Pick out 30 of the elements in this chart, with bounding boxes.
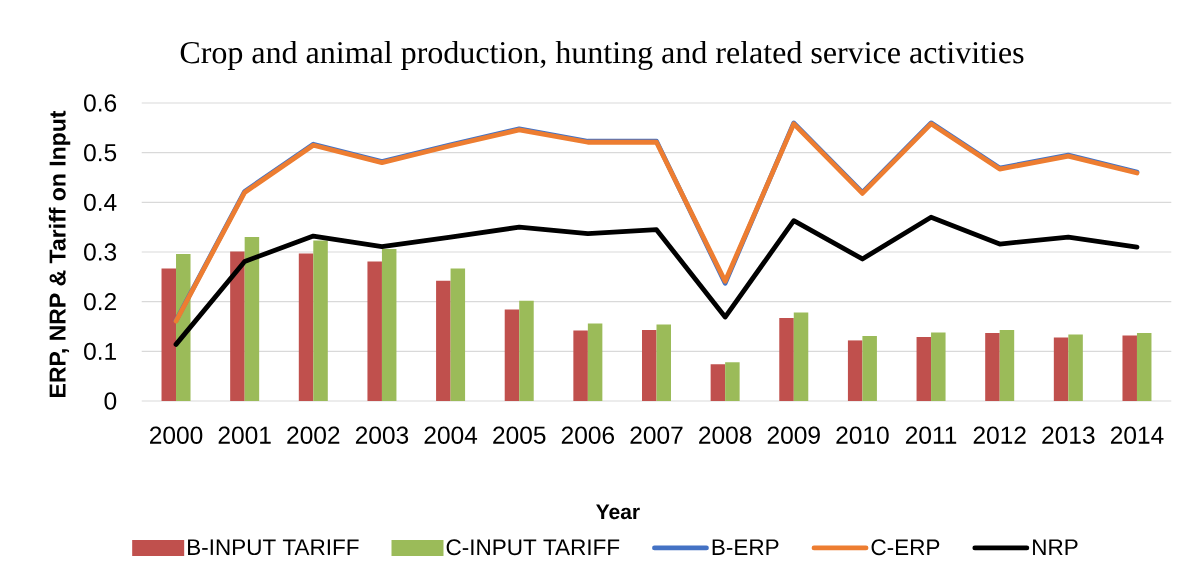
x-tick-label: 2005 <box>493 426 546 444</box>
y-tick-label: 0.5 <box>84 143 117 162</box>
x-tick-label: 2004 <box>424 426 478 444</box>
chart-title: Crop and animal production, hunting and related service activities <box>180 40 1024 70</box>
x-tick-label: 2002 <box>287 426 340 444</box>
legend-label: C-INPUT TARIFF <box>446 539 620 556</box>
y-tick-label: 0.6 <box>84 94 117 112</box>
x-tick-label: 2003 <box>355 426 409 444</box>
x-tick-label: 2010 <box>836 426 889 444</box>
x-tick-label: 2008 <box>699 426 752 444</box>
x-tick-label: 2001 <box>218 426 271 444</box>
legend-label: B-ERP <box>712 539 779 555</box>
y-tick-label: 0.3 <box>84 243 117 261</box>
x-tick-label: 2007 <box>630 426 683 444</box>
x-tick-label: 2006 <box>561 426 615 444</box>
x-tick-label: 2014 <box>1110 426 1164 444</box>
y-tick-label: 0.2 <box>84 292 116 311</box>
legend-label: C-ERP <box>871 539 940 556</box>
y-tick-label: 0.4 <box>84 193 117 212</box>
x-tick-label: 2013 <box>1042 426 1095 444</box>
x-tick-label: 2009 <box>767 426 820 444</box>
y-tick-label: 0 <box>104 392 117 410</box>
x-tick-label: 2011 <box>905 426 957 444</box>
x-tick-label: 2012 <box>973 426 1026 444</box>
x-axis-title: Year <box>596 504 640 520</box>
legend-label: B-INPUT TARIFF <box>188 539 359 556</box>
legend-label: NRP <box>1033 539 1078 555</box>
y-axis-title: ERP, NRP & Tariff on Input <box>48 110 71 397</box>
x-tick-label: 2000 <box>150 426 203 444</box>
y-tick-label: 0.1 <box>84 342 116 360</box>
